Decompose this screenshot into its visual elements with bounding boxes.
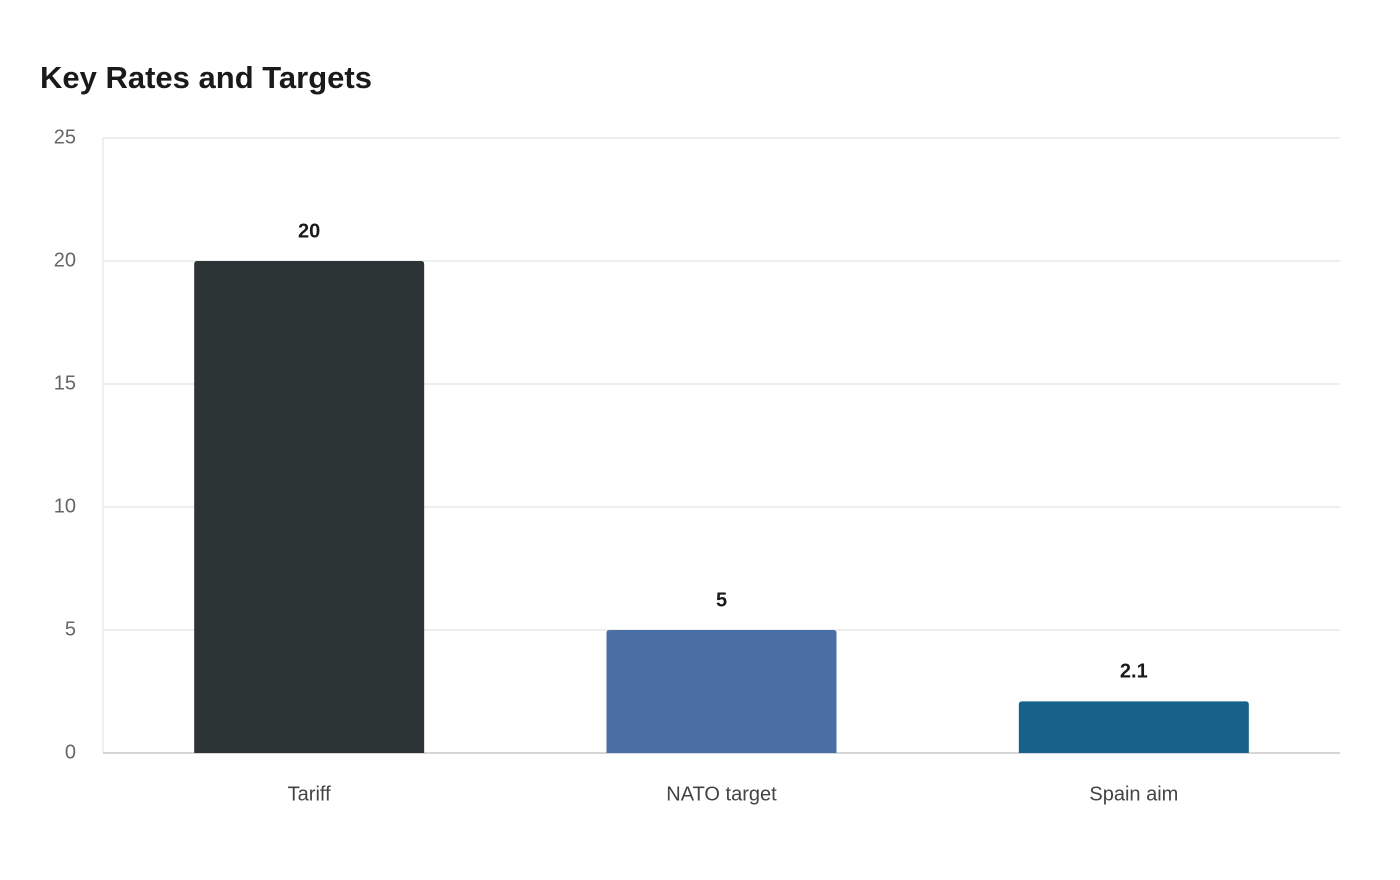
bar: [606, 630, 837, 753]
y-tick-label: 25: [54, 126, 76, 148]
chart-title: Key Rates and Targets: [40, 60, 372, 95]
y-tick-label: 5: [65, 618, 76, 640]
x-tick-label: NATO target: [666, 783, 777, 805]
y-tick-label: 20: [54, 249, 76, 271]
y-tick-label: 15: [54, 372, 76, 394]
value-label: 2.1: [1120, 661, 1148, 683]
value-label: 20: [298, 220, 320, 242]
x-tick-label: Tariff: [288, 783, 331, 805]
y-tick-label: 10: [54, 495, 76, 517]
bar: [194, 261, 425, 753]
y-tick-label: 0: [65, 741, 76, 763]
bar: [1018, 701, 1249, 753]
value-label: 5: [716, 589, 727, 611]
x-tick-label: Spain aim: [1089, 783, 1178, 805]
